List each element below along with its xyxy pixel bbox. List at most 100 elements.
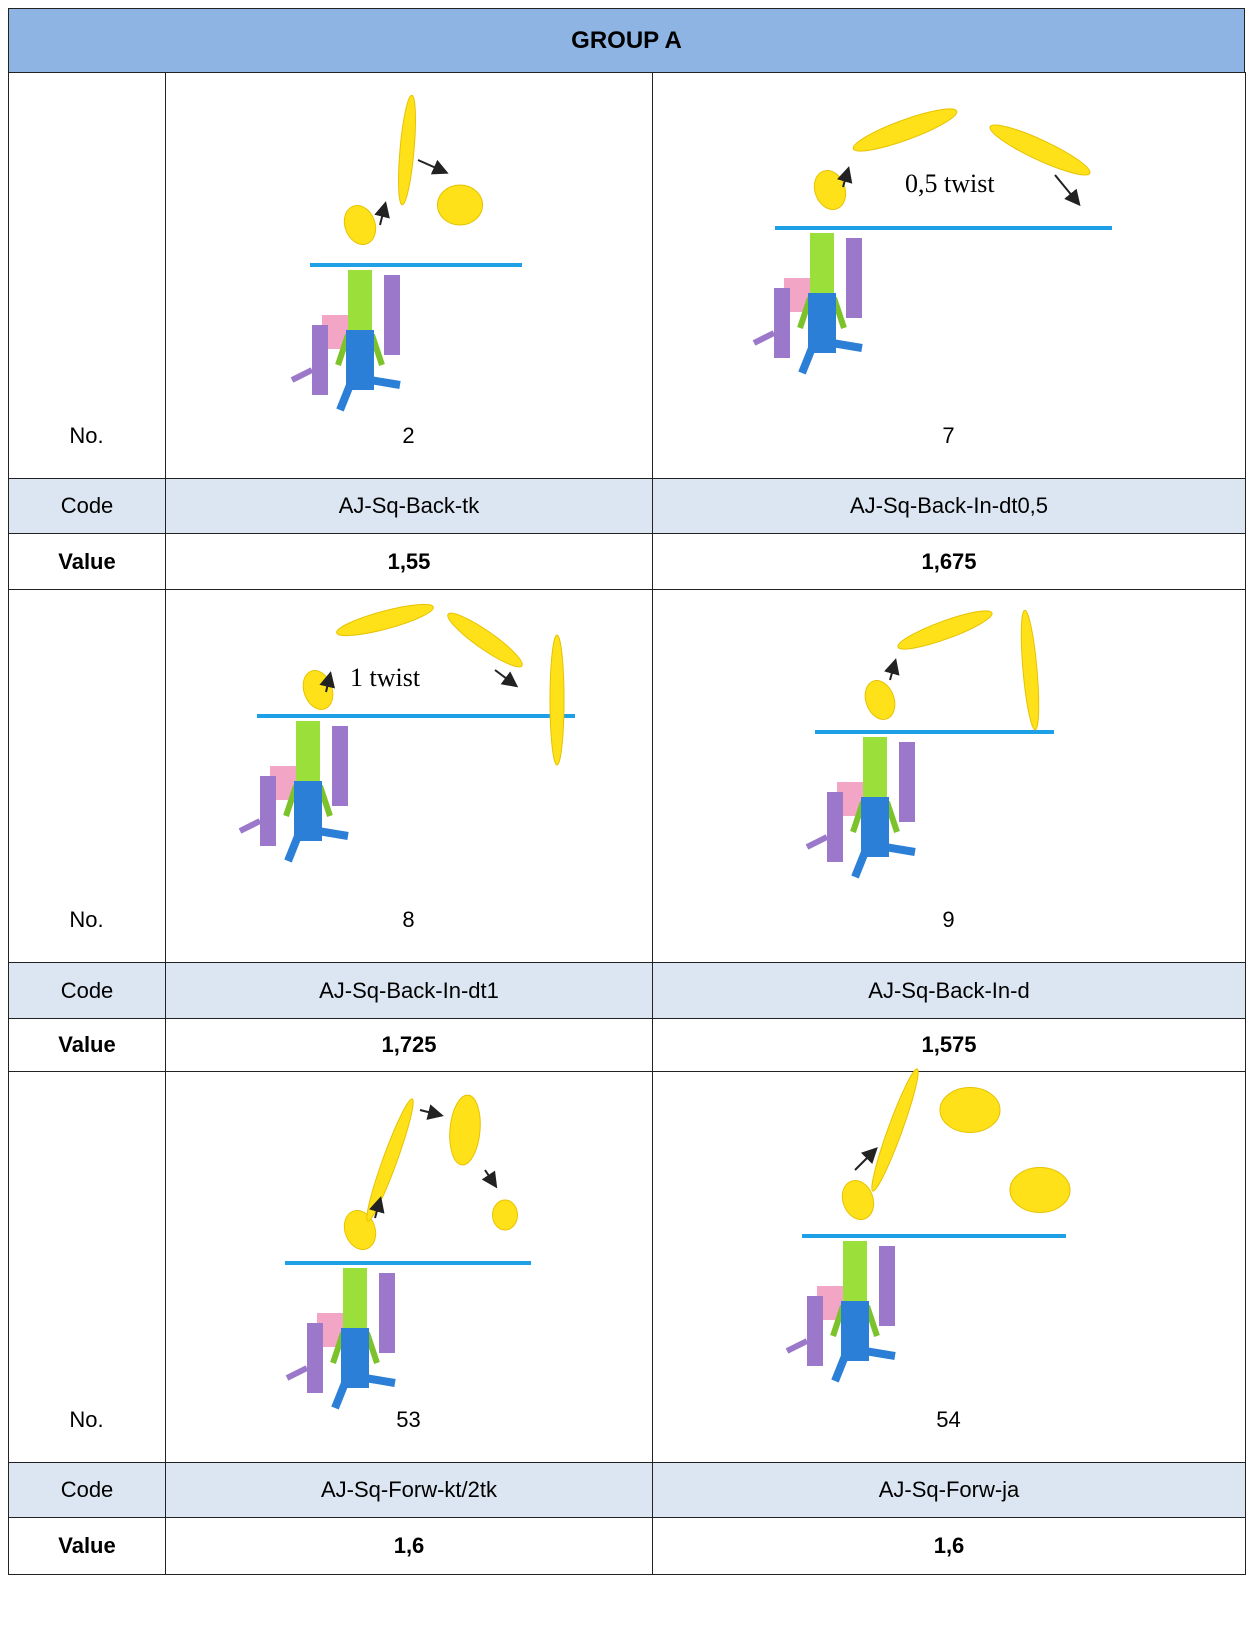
- number-text: 8: [402, 907, 415, 932]
- pyramid-purple: [774, 288, 790, 358]
- flyer: [366, 1098, 414, 1222]
- pyramid-purple: [384, 275, 400, 355]
- pyramid-purple: [260, 776, 276, 846]
- code-cell: AJ-Sq-Forw-ja: [652, 1462, 1246, 1518]
- code-label-text: Code: [60, 493, 114, 518]
- value-cell-text: 1,575: [921, 1032, 977, 1057]
- number: 54: [652, 1407, 1245, 1433]
- value-cell-text: 1,55: [387, 548, 431, 574]
- pyramid-limb: [369, 376, 401, 389]
- pyramid-blue: [841, 1301, 869, 1361]
- flyer: [336, 603, 434, 637]
- pyramid-blue: [861, 797, 889, 857]
- code-cell: AJ-Sq-Back-In-dt1: [165, 962, 653, 1019]
- number: 7: [652, 423, 1245, 449]
- arrow: [417, 159, 449, 175]
- pyramid-limb: [752, 330, 776, 346]
- pyramid-limb: [785, 1338, 809, 1354]
- code-cell-text: AJ-Sq-Back-tk: [338, 493, 480, 518]
- no-label-text: No.: [69, 1407, 104, 1432]
- arrow: [419, 1104, 444, 1120]
- pyramid-limb: [831, 1354, 849, 1383]
- pyramid-purple: [879, 1246, 895, 1326]
- pyramid-purple: [807, 1296, 823, 1366]
- value-cell-text: 1,725: [381, 1032, 437, 1057]
- number-text: 54: [936, 1407, 961, 1432]
- annotation: 1 twist: [350, 663, 421, 692]
- flyer: [492, 1199, 518, 1231]
- number-text: 9: [942, 907, 955, 932]
- code-cell-text: AJ-Sq-Forw-kt/2tk: [320, 1477, 498, 1502]
- number: 8: [165, 907, 652, 933]
- pyramid-blue: [341, 1328, 369, 1388]
- arrow: [854, 1147, 878, 1171]
- pyramid-purple: [899, 742, 915, 822]
- pyramid-blue: [808, 293, 836, 353]
- value-cell-text: 1,675: [921, 548, 977, 574]
- flyer: [852, 108, 958, 152]
- flyer: [549, 634, 565, 766]
- value-label-text: Value: [58, 1032, 116, 1057]
- flyer: [939, 1087, 1001, 1133]
- arrow: [836, 166, 853, 188]
- pyramid-purple: [307, 1323, 323, 1393]
- flyer: [437, 184, 483, 226]
- header-title: GROUP A: [571, 26, 682, 54]
- number-text: 7: [942, 423, 955, 448]
- code-label: Code: [8, 962, 166, 1019]
- no-label-text: No.: [69, 907, 104, 932]
- pyramid-limb: [284, 834, 302, 863]
- pyramid-purple: [312, 325, 328, 395]
- value-cell: 1,6: [165, 1517, 653, 1575]
- number: 2: [165, 423, 652, 449]
- pyramid-purple: [846, 238, 862, 318]
- pyramid-limb: [331, 1381, 349, 1410]
- flyer: [864, 680, 896, 720]
- flyer: [897, 610, 993, 650]
- flyer: [871, 1068, 919, 1192]
- number: 9: [652, 907, 1245, 933]
- pyramid-purple: [379, 1273, 395, 1353]
- pyramid-limb: [364, 1374, 396, 1387]
- no-label-text: No.: [69, 423, 104, 448]
- arrow: [1054, 174, 1081, 207]
- code-label-text: Code: [60, 1477, 114, 1502]
- no-label: No.: [8, 423, 165, 449]
- pyramid-limb: [851, 850, 869, 879]
- flyer: [398, 94, 416, 206]
- number-text: 2: [402, 423, 415, 448]
- no-label: No.: [8, 1407, 165, 1433]
- pyramid-purple: [827, 792, 843, 862]
- flyer: [343, 205, 377, 245]
- pyramid-limb: [864, 1347, 896, 1360]
- pyramid-limb: [798, 346, 816, 375]
- pyramid-limb: [831, 339, 863, 352]
- code-cell: AJ-Sq-Forw-kt/2tk: [165, 1462, 653, 1518]
- code-label: Code: [8, 1462, 166, 1518]
- value-cell-text: 1,6: [933, 1533, 965, 1558]
- pyramid-limb: [290, 367, 314, 383]
- pyramid-limb: [317, 827, 349, 840]
- value-cell-text: 1,6: [393, 1533, 425, 1558]
- no-label: No.: [8, 907, 165, 933]
- code-label: Code: [8, 478, 166, 534]
- pyramid-blue: [346, 330, 374, 390]
- arrow: [319, 671, 336, 693]
- arrow: [481, 1169, 498, 1189]
- code-cell-text: AJ-Sq-Back-In-d: [868, 977, 1030, 1003]
- flyer: [447, 612, 523, 668]
- arrow: [494, 669, 519, 688]
- code-label-text: Code: [60, 977, 114, 1003]
- arrow: [374, 201, 390, 226]
- flyer: [813, 170, 847, 210]
- flyer: [1020, 609, 1040, 731]
- pyramid-limb: [805, 834, 829, 850]
- pyramid-limb: [238, 818, 262, 834]
- code-cell: AJ-Sq-Back-In-d: [652, 962, 1246, 1019]
- value-label-text: Value: [58, 1533, 116, 1558]
- flyer: [302, 670, 334, 710]
- code-cell-text: AJ-Sq-Back-In-dt1: [319, 977, 499, 1003]
- code-cell-text: AJ-Sq-Back-In-dt0,5: [849, 493, 1049, 518]
